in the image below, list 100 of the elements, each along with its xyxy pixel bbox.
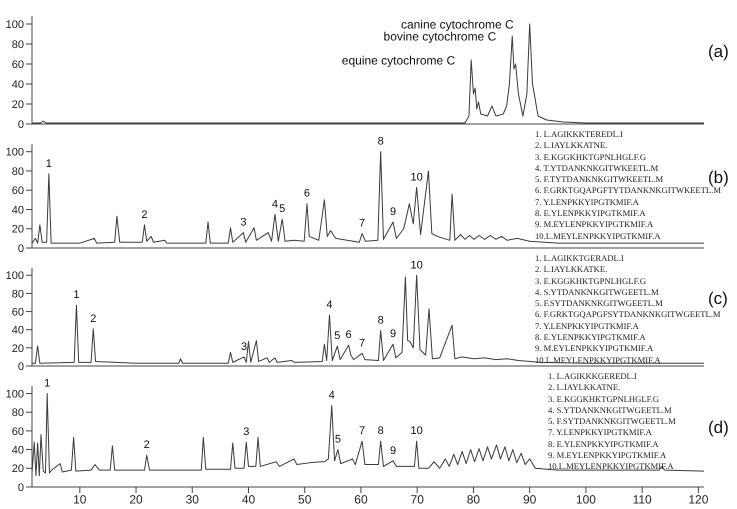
annotation: 3. E.KGGKHKTGPNLHGLF.G xyxy=(548,394,660,405)
y-tick-label: 60 xyxy=(12,58,24,71)
annotation: 2 xyxy=(144,439,150,452)
annotation: equine cytochrome C xyxy=(342,53,456,68)
text: 1. L.AGIKKTGERADL.I xyxy=(535,253,625,264)
y-tick-label: 60 xyxy=(12,185,24,198)
annotation: 2. L.IAYLKKATNE. xyxy=(548,382,622,394)
annotation: 8 xyxy=(378,425,384,438)
annotation: 3 xyxy=(243,426,250,438)
annotation: 6 xyxy=(304,188,310,200)
y-tick-label: 0 xyxy=(18,242,24,255)
annotation: 5. F.SYTDANKNKGITWGEETL.M xyxy=(535,298,663,308)
annotation: 1 xyxy=(44,377,50,390)
x-tick-label: 10 xyxy=(73,492,87,507)
y-tick-label: 0 xyxy=(18,118,24,131)
text: (d) xyxy=(708,418,729,438)
annotation: 10 xyxy=(410,259,423,272)
annotation: 4 xyxy=(328,390,335,402)
annotation: 10.L.MEYLENPKKYIPGTKMIF.A xyxy=(548,461,675,473)
text: (c) xyxy=(708,289,728,309)
y-tick-label: 80 xyxy=(12,38,24,51)
annotation: 10.L.MEYLENPKKYIPGTKMIF.A xyxy=(535,354,662,366)
annotation: 10.L.MEYLENPKKYIPGTKMIF.A xyxy=(535,230,662,242)
annotation: 3 xyxy=(240,340,248,353)
annotation: 4 xyxy=(326,299,333,312)
annotation: 8. E.YLENPKKYIPGTKMIF.A xyxy=(535,332,647,344)
y-tick-label: 40 xyxy=(12,204,24,216)
annotation: 3 xyxy=(240,216,247,229)
annotation: 5. F.TYTDANKNKGITWKEETL.M xyxy=(535,174,664,184)
annotation: canine cytochrome C xyxy=(400,17,514,32)
y-tick-label: 80 xyxy=(12,166,24,178)
y-tick-label: 100 xyxy=(6,146,24,159)
annotation: 1 xyxy=(46,158,52,170)
annotation: 6 xyxy=(346,329,352,342)
annotation: 10 xyxy=(410,171,423,184)
x-tick-label: 100 xyxy=(576,492,596,507)
annotation: 7 xyxy=(359,425,366,438)
y-tick-label: 20 xyxy=(12,98,24,111)
y-tick-label: 80 xyxy=(12,288,24,300)
annotation: 5 xyxy=(334,330,340,342)
y-tick-label: 80 xyxy=(12,407,24,420)
x-tick-label: 60 xyxy=(354,492,368,507)
annotation: 6. F.GRKTGQAPGFTYTDANKNKGITWKEETL.M xyxy=(535,185,721,197)
y-tick-label: 20 xyxy=(12,463,24,476)
annotation: 9 xyxy=(390,328,396,340)
y-tick-label: 60 xyxy=(12,306,24,318)
annotation: 9. M.EYLENPKKYIPGTKMIF.A xyxy=(535,343,654,355)
annotation: 4. S.YTDANKNKGITWGEETL.M xyxy=(548,404,673,416)
annotation: 8 xyxy=(378,314,384,327)
x-tick-label: 30 xyxy=(186,492,200,507)
x-tick-label: 20 xyxy=(129,492,144,507)
annotation: 2. L.IAYLKKATNE. xyxy=(535,140,608,152)
y-tick-label: 100 xyxy=(6,18,24,31)
annotation: 2 xyxy=(141,208,148,221)
y-tick-label: 60 xyxy=(12,426,24,438)
annotation: 8. E.YLENPKKYIPGTKMIF.A xyxy=(535,208,647,220)
annotation: 8 xyxy=(378,136,384,148)
text: (b) xyxy=(708,168,729,187)
x-tick-label: 50 xyxy=(298,492,312,507)
x-tick-label: 110 xyxy=(632,492,652,507)
annotation: 9 xyxy=(390,444,396,457)
annotation: 7. Y.LENPKKYIPGTKMIF.A xyxy=(535,196,640,208)
y-tick-label: 0 xyxy=(18,360,24,373)
x-tick-label: 70 xyxy=(410,492,424,507)
y-tick-label: 100 xyxy=(6,270,24,282)
annotation: 9. M.EYLENPKKYIPGTKMIF.A xyxy=(548,450,668,462)
x-tick-label: 90 xyxy=(522,492,537,507)
annotation: 7. Y.LENPKKYIPGTKMIF.A xyxy=(535,320,640,332)
text: 1. L.AGIKKKTEREDL.I xyxy=(535,129,624,140)
annotation: 3. E.KGGKHKTGPNLHGLF.G xyxy=(535,152,648,163)
annotation: 5. F.SYTDANKNKGITWGEETL.M xyxy=(548,416,676,428)
annotation: 7 xyxy=(359,337,366,350)
annotation: 9 xyxy=(390,206,396,218)
y-tick-label: 20 xyxy=(12,342,24,355)
annotation: 2. L.IAYLKKATKE. xyxy=(535,264,608,276)
annotation: 1 xyxy=(73,289,80,302)
annotation: 10 xyxy=(410,425,423,438)
annotation: 5 xyxy=(334,434,341,446)
annotation: 6. F.GRKTGQAPGFSYTDANKNKGITWGEETL.M xyxy=(535,309,721,321)
y-tick-label: 40 xyxy=(12,444,24,456)
annotation: 9. M.EYLENPKKYIPGTKMIF.A xyxy=(535,219,654,231)
annotation: 2 xyxy=(90,312,96,325)
x-tick-label: 40 xyxy=(242,492,256,507)
y-tick-label: 20 xyxy=(12,224,24,236)
x-tick-label: 80 xyxy=(466,492,480,507)
text: 1. L.AGIKKKGEREDL.I xyxy=(548,371,638,382)
annotation: 3. E.KGGKHKTGPNLHGLF.G xyxy=(535,276,648,287)
annotation: 4. S.YTDANKNKGITWGEETL.M xyxy=(535,286,659,297)
annotation: 5 xyxy=(279,203,286,216)
annotation: 4 xyxy=(272,198,278,210)
text: (a) xyxy=(708,42,729,62)
x-tick-label: 120 xyxy=(688,492,709,507)
y-tick-label: 40 xyxy=(12,78,24,91)
annotation: 8. E.YLENPKKYIPGTKMIF.A xyxy=(548,438,660,450)
annotation: 7 xyxy=(359,218,366,230)
y-tick-label: 40 xyxy=(12,324,24,337)
y-tick-label: 100 xyxy=(6,388,24,400)
annotation: 4. T.YTDANKNKGITWKEETL.M xyxy=(535,162,658,173)
y-tick-label: 0 xyxy=(18,482,24,494)
annotation: 7. Y.LENPKKYIPGTKMIF.A xyxy=(548,427,653,439)
